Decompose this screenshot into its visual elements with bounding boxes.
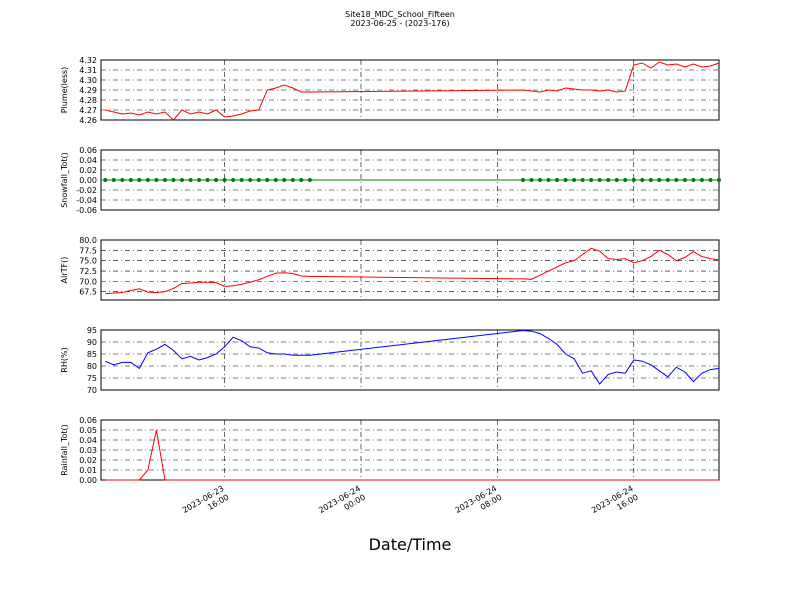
y-tick-label: -0.06 bbox=[76, 206, 97, 215]
data-point bbox=[103, 178, 108, 182]
data-point bbox=[537, 178, 542, 182]
data-point bbox=[614, 178, 619, 182]
y-tick-label: 70 bbox=[87, 386, 97, 395]
y-tick-label: 0.00 bbox=[79, 476, 97, 485]
data-point bbox=[162, 178, 167, 182]
data-point bbox=[171, 178, 176, 182]
data-line bbox=[105, 61, 720, 121]
data-point bbox=[214, 178, 219, 182]
data-point bbox=[307, 178, 312, 182]
y-tick-label: 4.28 bbox=[79, 96, 97, 105]
y-tick-label: 0.00 bbox=[79, 176, 97, 185]
data-point bbox=[623, 178, 628, 182]
y-tick-label: 0.04 bbox=[79, 436, 97, 445]
y-axis-label: RH(%) bbox=[60, 347, 69, 372]
data-point bbox=[111, 178, 116, 182]
data-point bbox=[282, 178, 287, 182]
data-point bbox=[682, 178, 687, 182]
data-point bbox=[265, 178, 270, 182]
y-tick-label: 0.02 bbox=[79, 166, 97, 175]
data-point bbox=[580, 178, 585, 182]
y-tick-label: 90 bbox=[87, 338, 97, 347]
data-point bbox=[529, 178, 534, 182]
y-axis-label: Snowfall_Tot() bbox=[60, 152, 69, 208]
chart-subtitle: 2023-06-25 - (2023-176) bbox=[350, 19, 449, 28]
y-tick-label: 4.32 bbox=[79, 56, 97, 65]
x-axis-label: Date/Time bbox=[369, 535, 452, 554]
y-tick-label: 85 bbox=[87, 350, 97, 359]
data-point bbox=[137, 178, 142, 182]
y-tick-label: 4.26 bbox=[79, 116, 97, 125]
data-line bbox=[105, 247, 720, 295]
data-point bbox=[674, 178, 679, 182]
y-axis-label: AirTF() bbox=[60, 257, 69, 284]
data-point bbox=[222, 178, 227, 182]
data-point bbox=[555, 178, 560, 182]
data-point bbox=[205, 178, 210, 182]
y-tick-label: 4.30 bbox=[79, 76, 97, 85]
data-point bbox=[640, 178, 645, 182]
data-point bbox=[691, 178, 696, 182]
y-tick-label: -0.04 bbox=[76, 196, 97, 205]
data-point bbox=[717, 178, 721, 182]
data-point bbox=[197, 178, 202, 182]
data-point bbox=[597, 178, 602, 182]
data-point bbox=[299, 178, 304, 182]
y-tick-label: 0.06 bbox=[79, 416, 97, 425]
data-point bbox=[648, 178, 653, 182]
data-point bbox=[231, 178, 236, 182]
data-line bbox=[105, 329, 720, 385]
data-point bbox=[154, 178, 159, 182]
data-point bbox=[256, 178, 261, 182]
y-tick-label: 70.0 bbox=[79, 277, 97, 286]
y-tick-label: 77.5 bbox=[79, 246, 97, 255]
y-axis-label: Rainfall_Tot() bbox=[60, 424, 69, 476]
data-point bbox=[665, 178, 670, 182]
data-point bbox=[239, 178, 244, 182]
data-point bbox=[145, 178, 150, 182]
y-tick-label: 72.5 bbox=[79, 267, 97, 276]
y-tick-label: 0.06 bbox=[79, 146, 97, 155]
data-point bbox=[248, 178, 253, 182]
y-tick-label: 0.05 bbox=[79, 426, 97, 435]
data-point bbox=[606, 178, 611, 182]
y-tick-label: -0.02 bbox=[76, 186, 97, 195]
y-tick-label: 0.04 bbox=[79, 156, 97, 165]
y-tick-label: 80.0 bbox=[79, 236, 97, 245]
data-point bbox=[708, 178, 713, 182]
data-point bbox=[273, 178, 278, 182]
data-point bbox=[120, 178, 125, 182]
data-line bbox=[105, 429, 719, 481]
data-point bbox=[589, 178, 594, 182]
data-point bbox=[631, 178, 636, 182]
y-tick-label: 80 bbox=[87, 362, 97, 371]
y-tick-label: 75.0 bbox=[79, 257, 97, 266]
data-point bbox=[546, 178, 551, 182]
data-point bbox=[188, 178, 193, 182]
y-axis-label: Plume(less) bbox=[60, 67, 69, 114]
y-tick-label: 0.03 bbox=[79, 446, 97, 455]
y-tick-label: 4.29 bbox=[79, 86, 97, 95]
data-point bbox=[128, 178, 133, 182]
data-point bbox=[699, 178, 704, 182]
data-point bbox=[520, 178, 525, 182]
y-tick-label: 67.5 bbox=[79, 288, 97, 297]
data-point bbox=[179, 178, 184, 182]
y-tick-label: 0.02 bbox=[79, 456, 97, 465]
data-point bbox=[657, 178, 662, 182]
data-point bbox=[290, 178, 295, 182]
y-tick-label: 4.27 bbox=[79, 106, 97, 115]
data-point bbox=[563, 178, 568, 182]
y-tick-label: 95 bbox=[87, 326, 97, 335]
data-point bbox=[572, 178, 577, 182]
y-tick-label: 0.01 bbox=[79, 466, 97, 475]
y-tick-label: 4.31 bbox=[79, 66, 97, 75]
chart-title: Site18_MDC_School_Fifteen bbox=[345, 10, 455, 19]
y-tick-label: 75 bbox=[87, 374, 97, 383]
